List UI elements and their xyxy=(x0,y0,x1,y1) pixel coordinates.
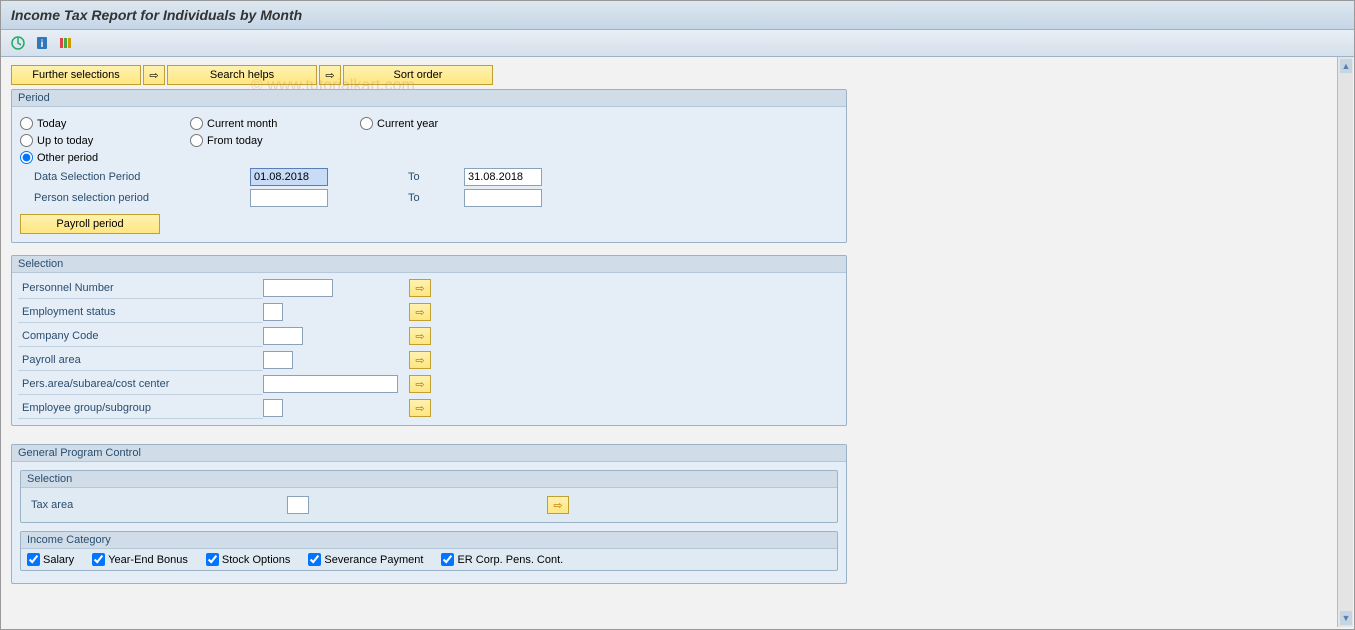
tax-area-input[interactable] xyxy=(287,496,309,514)
content-area: © www.tutorialkart.com Further selection… xyxy=(1,57,1354,627)
sel-label-bukrs: Company Code xyxy=(18,325,263,347)
search-helps-button[interactable]: Search helps xyxy=(167,65,317,85)
person-selection-label: Person selection period xyxy=(20,192,250,204)
multi-select-egrp[interactable]: ⇨ xyxy=(409,399,431,417)
person-to-input[interactable] xyxy=(464,189,542,207)
data-from-input[interactable] xyxy=(250,168,328,186)
svg-text:i: i xyxy=(41,39,44,50)
payroll-area-input[interactable] xyxy=(263,351,293,369)
employment-status-input[interactable] xyxy=(263,303,283,321)
employee-group-input[interactable] xyxy=(263,399,283,417)
radio-current-month[interactable]: Current month xyxy=(190,117,360,130)
gpc-group: General Program Control Selection Tax ar… xyxy=(11,444,847,584)
check-yearend-bonus[interactable]: Year-End Bonus xyxy=(92,553,188,566)
multi-select-abkrs[interactable]: ⇨ xyxy=(409,351,431,369)
person-from-input[interactable] xyxy=(250,189,328,207)
selection-buttons-row: Further selections ⇨ Search helps ⇨ Sort… xyxy=(11,65,1344,85)
multi-select-taxarea[interactable]: ⇨ xyxy=(547,496,569,514)
variant-icon[interactable] xyxy=(57,34,75,52)
arrow-button-1[interactable]: ⇨ xyxy=(143,65,165,85)
check-er-corp-pens[interactable]: ER Corp. Pens. Cont. xyxy=(441,553,563,566)
scroll-up-icon[interactable]: ▲ xyxy=(1340,59,1352,73)
further-selections-button[interactable]: Further selections xyxy=(11,65,141,85)
payroll-period-button[interactable]: Payroll period xyxy=(20,214,160,234)
to-label-2: To xyxy=(408,192,464,204)
gpc-selection-inner: Selection Tax area ⇨ xyxy=(20,470,838,523)
execute-icon[interactable] xyxy=(9,34,27,52)
selection-legend: Selection xyxy=(12,256,846,273)
company-code-input[interactable] xyxy=(263,327,303,345)
personnel-number-input[interactable] xyxy=(263,279,333,297)
sel-label-pernr: Personnel Number xyxy=(18,277,263,299)
info-icon[interactable]: i xyxy=(33,34,51,52)
vertical-scrollbar[interactable]: ▲ ▼ xyxy=(1337,57,1353,627)
radio-from-today[interactable]: From today xyxy=(190,134,360,147)
radio-today[interactable]: Today xyxy=(20,117,190,130)
multi-select-empstat[interactable]: ⇨ xyxy=(409,303,431,321)
multi-select-bukrs[interactable]: ⇨ xyxy=(409,327,431,345)
period-group: Period Today Current month Current year … xyxy=(11,89,847,243)
page-title: Income Tax Report for Individuals by Mon… xyxy=(11,7,1344,23)
tax-area-label: Tax area xyxy=(27,494,287,516)
check-severance[interactable]: Severance Payment xyxy=(308,553,423,566)
period-legend: Period xyxy=(12,90,846,107)
persarea-input[interactable] xyxy=(263,375,398,393)
radio-up-to-today[interactable]: Up to today xyxy=(20,134,190,147)
check-stock-options[interactable]: Stock Options xyxy=(206,553,290,566)
check-salary[interactable]: Salary xyxy=(27,553,74,566)
selection-group: Selection Personnel Number ⇨ Employment s… xyxy=(11,255,847,426)
income-legend: Income Category xyxy=(21,532,837,549)
data-to-input[interactable] xyxy=(464,168,542,186)
radio-other-period[interactable]: Other period xyxy=(20,151,190,164)
radio-current-year[interactable]: Current year xyxy=(360,117,530,130)
title-bar: Income Tax Report for Individuals by Mon… xyxy=(1,1,1354,30)
data-selection-label: Data Selection Period xyxy=(20,171,250,183)
multi-select-persa[interactable]: ⇨ xyxy=(409,375,431,393)
gpc-sel-legend: Selection xyxy=(21,471,837,488)
sel-label-egrp: Employee group/subgroup xyxy=(18,397,263,419)
sel-label-persa: Pers.area/subarea/cost center xyxy=(18,373,263,395)
sel-label-abkrs: Payroll area xyxy=(18,349,263,371)
arrow-button-2[interactable]: ⇨ xyxy=(319,65,341,85)
to-label-1: To xyxy=(408,171,464,183)
scroll-down-icon[interactable]: ▼ xyxy=(1340,611,1352,625)
app-toolbar: i xyxy=(1,30,1354,57)
sel-label-empstat: Employment status xyxy=(18,301,263,323)
income-category-inner: Income Category Salary Year-End Bonus St… xyxy=(20,531,838,571)
gpc-legend: General Program Control xyxy=(12,445,846,462)
multi-select-pernr[interactable]: ⇨ xyxy=(409,279,431,297)
sort-order-button[interactable]: Sort order xyxy=(343,65,493,85)
